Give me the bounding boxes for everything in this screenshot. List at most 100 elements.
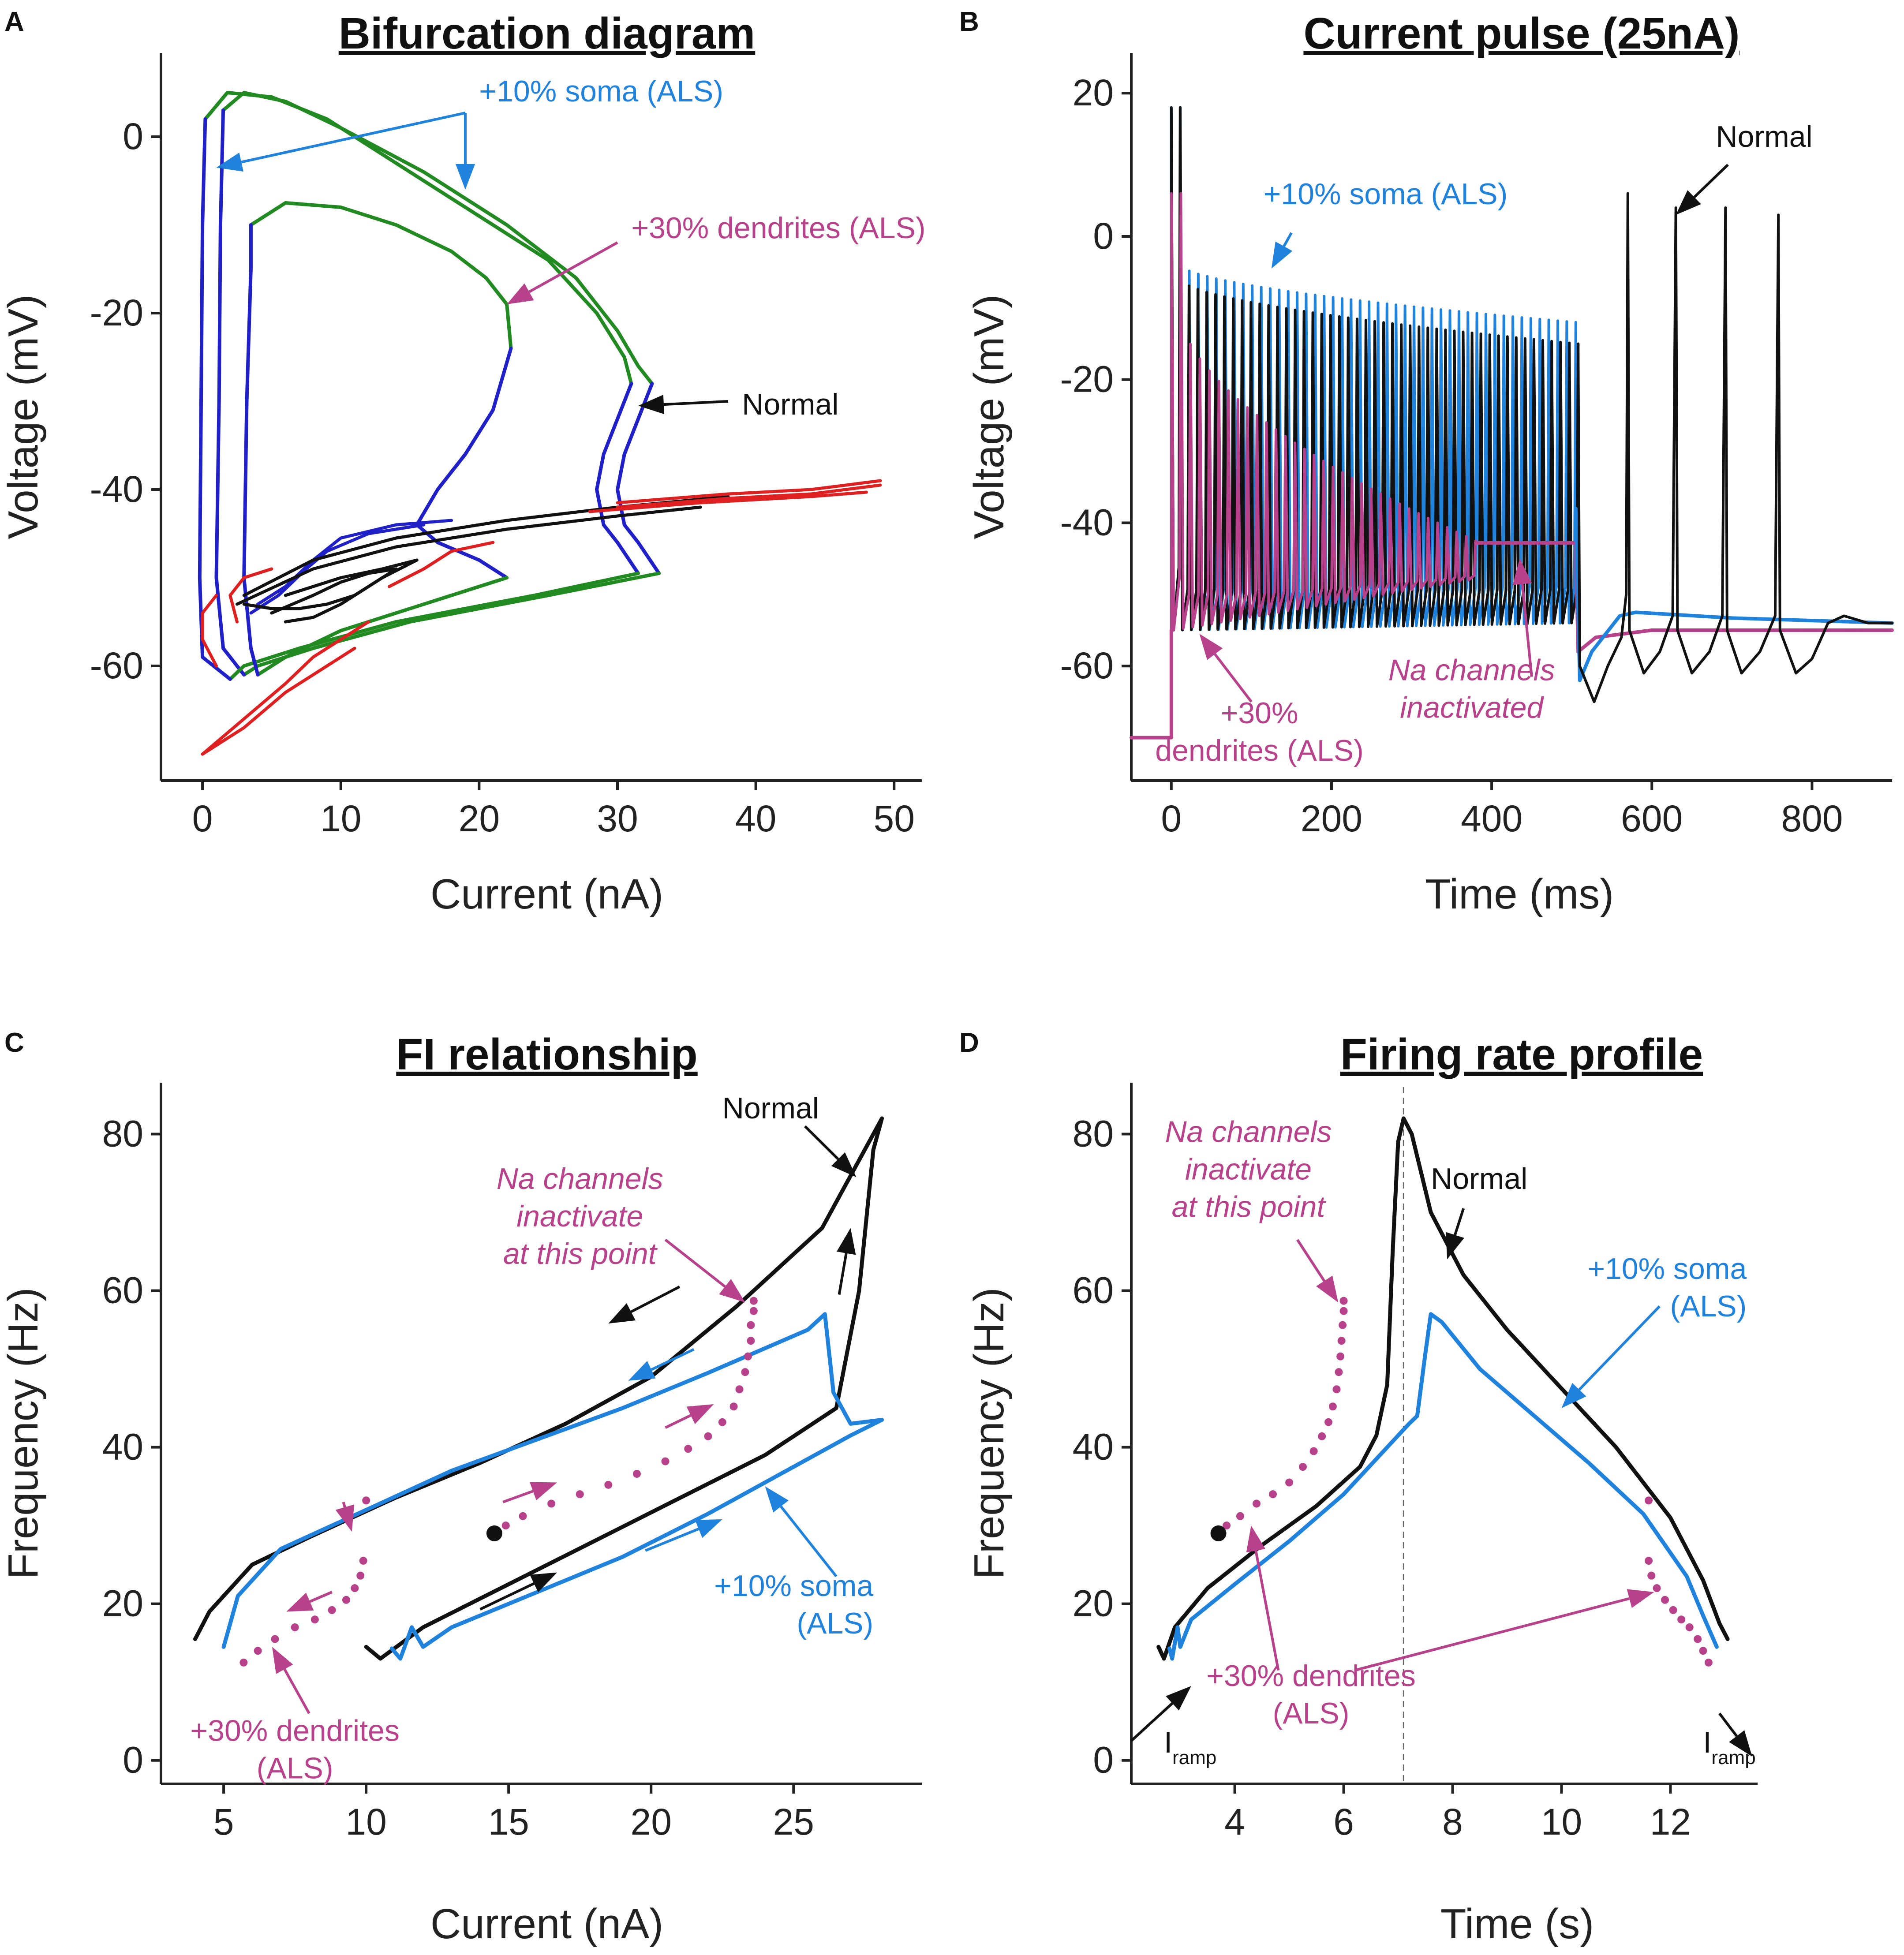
panel-c-dot [744, 1352, 752, 1361]
panel-d-arrow-4-shaft [1354, 1597, 1630, 1672]
panel-c-arrow-3-shaft [283, 1668, 310, 1714]
panel-c-ytick-label: 40 [102, 1426, 143, 1468]
panel-b-xtick-label: 0 [1161, 798, 1182, 839]
panel-b-arrow-3-head [1199, 634, 1223, 660]
panel-c-xtick-label: 20 [631, 1801, 672, 1843]
panel-c-dot [661, 1457, 670, 1465]
panel-d-title: Firing rate profile [1340, 1030, 1703, 1079]
panel-d-dot [1332, 1385, 1341, 1394]
panel-a-arrow-3-shaft [663, 400, 729, 406]
panel-a-series-7 [198, 117, 232, 681]
panel-b: B Current pulse (25nA) Time (ms) Voltage… [959, 7, 1894, 918]
panel-b-xlabel: Time (ms) [1425, 871, 1614, 918]
panel-d-arrow-1-head [1445, 1232, 1464, 1260]
panel-d-series-0 [1156, 1116, 1730, 1661]
panel-c-ytick-label: 60 [102, 1270, 143, 1311]
panel-b-arrow-1-head [1676, 190, 1701, 215]
panel-c-dot [254, 1647, 262, 1655]
panel-c-dot [632, 1469, 641, 1478]
panel-d-dot [1253, 1499, 1261, 1508]
panel-c-dot [576, 1490, 584, 1499]
panel-c-xtick-label: 10 [345, 1801, 386, 1843]
panel-c-xtick-label: 5 [213, 1801, 234, 1843]
panel-d-arrow-0-head [1316, 1275, 1339, 1303]
panel-d-dot [1645, 1496, 1653, 1505]
panel-c-ytick-label: 80 [102, 1113, 143, 1155]
panel-a-series-17 [270, 567, 398, 624]
panel-b-spike-train-2 [1170, 192, 1477, 632]
panel-d-plot: 4 6 8 10 12 80 60 40 20 0 Na channels inactivate at … [1073, 1083, 1758, 1843]
panel-b-annotation-2: Na channels inactivated [1388, 654, 1555, 725]
panel-c-dot [741, 1368, 749, 1376]
panel-a-arrow-0-shaft [241, 112, 466, 164]
panel-a-arrow-3-head [638, 395, 665, 415]
panel-c-ylabel: Frequency (Hz) [0, 1287, 47, 1579]
panel-d-ytick-label: 40 [1073, 1426, 1114, 1468]
panel-c-arrow-12-shaft [645, 1528, 700, 1552]
panel-a-title: Bifurcation diagram [339, 9, 756, 58]
panel-c-dot [359, 1557, 367, 1565]
panel-d-dot [1669, 1606, 1677, 1614]
panel-a-arrow-2-shaft [528, 241, 618, 293]
panel-a-series-20 [588, 490, 868, 513]
panel-b-ylabel: Voltage (mV) [965, 295, 1013, 539]
panel-b-series-0 [1130, 628, 1173, 740]
panel-b-ytick-label: 20 [1073, 72, 1114, 113]
panel-d-xtick-label: 6 [1333, 1801, 1354, 1843]
panel-d-dot [1309, 1447, 1318, 1455]
panel-d-dot [1298, 1463, 1307, 1471]
panel-d-series-1 [1167, 1312, 1719, 1661]
panel-c-dot [547, 1499, 556, 1508]
panel-c-arrow-0-head [831, 1152, 857, 1177]
panel-c-title: FI relationship [396, 1030, 697, 1079]
panel-a-annotation-0: +10% soma (ALS) [479, 75, 723, 108]
panel-c-dot [239, 1658, 248, 1667]
panel-c-annotation-1: Na channels inactivate at this point [497, 1162, 663, 1271]
panel-a-xtick-label: 30 [597, 798, 638, 839]
panel-c-dot [271, 1635, 279, 1643]
panel-b-xtick-label: 400 [1461, 798, 1522, 839]
panel-c-dot [747, 1337, 755, 1345]
panel-d-xtick-label: 10 [1541, 1801, 1582, 1843]
panel-a-series-5 [595, 382, 640, 575]
panel-c-dot [351, 1584, 359, 1592]
panel-c: C FI relationship Current (nA) Frequency… [0, 1028, 922, 1948]
panel-b-arrow-0-shaft [1283, 232, 1293, 247]
panel-d-dot [1210, 1525, 1227, 1541]
panel-d-annotation-4: Iramp [1164, 1726, 1216, 1768]
panel-c-arrow-0-shaft [804, 1125, 839, 1160]
panel-b-xtick-label: 200 [1301, 798, 1362, 839]
panel-d-arrow-1-shaft [1454, 1208, 1465, 1236]
panel-d-arrow-3-head [1246, 1525, 1265, 1553]
panel-d-arrow-0-shaft [1296, 1239, 1326, 1282]
panel-a-annotation-1: +30% dendrites (ALS) [631, 211, 925, 245]
panel-c-dot [291, 1623, 299, 1631]
panel-b-arrow-0-head [1271, 241, 1293, 269]
panel-c-xlabel: Current (nA) [430, 1900, 663, 1948]
panel-a-series-1 [616, 382, 661, 575]
panel-a-ylabel: Voltage (mV) [0, 295, 47, 539]
panel-c-arrow-10-head [837, 1228, 856, 1255]
panel-d-dot [1285, 1478, 1294, 1487]
panel-a-arrow-0-head [216, 153, 243, 172]
panel-c-ytick-label: 0 [123, 1739, 143, 1781]
panel-d-dot [1328, 1402, 1337, 1411]
panel-c-dot [704, 1432, 712, 1440]
panel-b-arrow-1-shaft [1693, 164, 1729, 198]
panel-a-xtick-label: 10 [320, 798, 361, 839]
panel-d-dot [1337, 1337, 1346, 1345]
panel-c-arrow-7-head [530, 1482, 557, 1500]
panel-c-arrow-1-head [719, 1279, 745, 1303]
panel-c-xtick-label: 25 [773, 1801, 814, 1843]
panel-d-dot [1694, 1635, 1702, 1643]
panel-c-arrow-5-head [628, 1361, 656, 1381]
panel-d-dot [1704, 1658, 1713, 1667]
panel-d-dot [1335, 1368, 1343, 1376]
panel-c-arrow-7-shaft [502, 1490, 534, 1503]
panel-d-arrow-2-head [1561, 1383, 1586, 1408]
panel-c-dot [749, 1297, 758, 1305]
panel-d-dot [1645, 1557, 1653, 1565]
panel-b-annotation-1: Normal [1716, 120, 1813, 153]
panel-d-dot [1339, 1307, 1348, 1315]
panel-d-ytick-label: 60 [1073, 1270, 1114, 1311]
